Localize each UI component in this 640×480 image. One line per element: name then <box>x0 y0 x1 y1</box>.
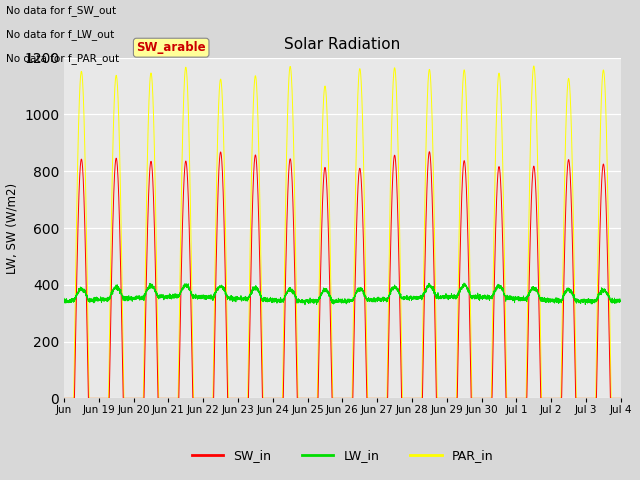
Text: No data for f_PAR_out: No data for f_PAR_out <box>6 53 120 64</box>
Legend: SW_in, LW_in, PAR_in: SW_in, LW_in, PAR_in <box>186 444 499 467</box>
Text: SW_arable: SW_arable <box>136 41 206 54</box>
Title: Solar Radiation: Solar Radiation <box>284 37 401 52</box>
Y-axis label: LW, SW (W/m2): LW, SW (W/m2) <box>6 182 19 274</box>
Text: No data for f_LW_out: No data for f_LW_out <box>6 29 115 40</box>
Text: No data for f_SW_out: No data for f_SW_out <box>6 5 116 16</box>
